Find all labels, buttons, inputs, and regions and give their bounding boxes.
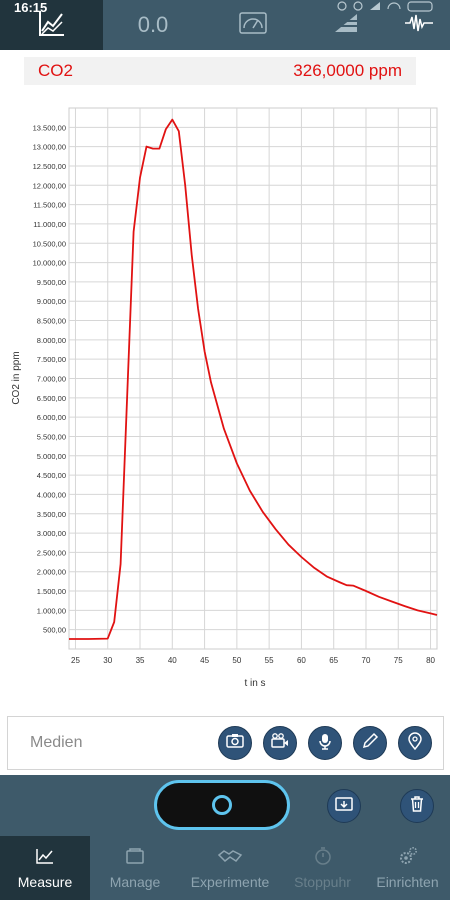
save-to-folder-icon <box>334 795 354 818</box>
y-tick-label: 3.000,00 <box>37 529 66 538</box>
sensor-value: 326,0000 ppm <box>293 61 402 80</box>
stopwatch-icon <box>314 844 332 868</box>
y-tick-label: 11.500,00 <box>33 201 66 210</box>
y-tick-label: 2.000,00 <box>37 568 66 577</box>
video-button[interactable] <box>263 726 297 760</box>
y-tick-label: 9.500,00 <box>37 278 66 287</box>
y-axis-ticks: 500,00 1.000,00 1.500,00 2.000,00 2.500,00 3.… <box>33 123 66 634</box>
y-axis-label: CO2 in ppm <box>11 351 22 404</box>
x-tick-label: 65 <box>329 656 338 665</box>
y-tick-label: 13.000,00 <box>33 143 66 152</box>
y-tick-label: 10.500,00 <box>33 239 66 248</box>
y-tick-label: 11.000,00 <box>33 220 66 229</box>
x-tick-label: 60 <box>297 656 306 665</box>
x-axis-ticks: 25 30 35 40 45 50 55 60 65 70 75 80 <box>71 656 436 665</box>
microphone-button[interactable] <box>308 726 342 760</box>
x-axis-label: t in s <box>244 678 265 689</box>
y-tick-label: 12.500,00 <box>33 162 66 171</box>
tab-meter[interactable] <box>203 0 303 50</box>
x-tick-label: 45 <box>200 656 209 665</box>
sensor-label: CO2 <box>38 61 73 80</box>
media-panel: Medien <box>7 716 444 770</box>
x-tick-label: 70 <box>362 656 371 665</box>
delete-button[interactable] <box>400 789 434 823</box>
camera-icon <box>225 732 245 755</box>
x-tick-label: 25 <box>71 656 80 665</box>
sensor-reading: CO2 326,0000 ppm <box>24 57 416 85</box>
y-tick-label: 5.000,00 <box>37 452 66 461</box>
x-tick-label: 50 <box>232 656 241 665</box>
bottom-navigation: Measure Manage Experimente <box>0 836 450 900</box>
chart-grid <box>68 107 438 650</box>
y-tick-label: 13.500,00 <box>33 123 66 132</box>
y-tick-label: 4.000,00 <box>37 490 66 499</box>
gears-icon <box>398 844 418 868</box>
y-tick-label: 1.500,00 <box>37 587 66 596</box>
camera-button[interactable] <box>218 726 252 760</box>
graph-icon <box>37 8 67 43</box>
microphone-icon <box>316 732 334 755</box>
y-tick-label: 7.500,00 <box>37 355 66 364</box>
video-camera-icon <box>270 732 290 755</box>
gauge-icon <box>238 11 268 40</box>
tab-oscilloscope[interactable] <box>388 0 450 50</box>
co2-line-chart[interactable]: 500,00 1.000,00 1.500,00 2.000,00 2.500,00 3.… <box>0 92 450 702</box>
folder-icon <box>124 844 146 868</box>
top-bar: 16:15 0.0 <box>0 0 450 50</box>
record-panel <box>0 775 450 836</box>
nav-einrichten[interactable]: Einrichten <box>365 836 450 900</box>
waveform-icon <box>404 13 434 38</box>
y-tick-label: 5.500,00 <box>37 432 66 441</box>
nav-experimente[interactable]: Experimente <box>180 836 280 900</box>
digital-value: 0.0 <box>137 12 169 37</box>
y-tick-label: 10.000,00 <box>33 259 66 268</box>
status-icons <box>336 0 436 15</box>
status-time: 16:15 <box>14 0 48 15</box>
location-button[interactable] <box>398 726 432 760</box>
y-tick-label: 3.500,00 <box>37 510 66 519</box>
nav-experimente-label: Experimente <box>190 874 270 890</box>
nav-manage[interactable]: Manage <box>90 836 180 900</box>
tab-graph[interactable] <box>0 0 103 50</box>
chart-icon <box>35 844 55 868</box>
note-button[interactable] <box>353 726 387 760</box>
handshake-icon <box>217 844 243 868</box>
location-pin-icon <box>406 731 424 755</box>
nav-measure[interactable]: Measure <box>0 836 90 900</box>
nav-einrichten-label: Einrichten <box>376 874 439 890</box>
x-tick-label: 30 <box>103 656 112 665</box>
bar-level-icon <box>333 12 359 39</box>
x-tick-label: 35 <box>136 656 145 665</box>
x-tick-label: 40 <box>168 656 177 665</box>
x-tick-label: 80 <box>426 656 435 665</box>
nav-stoppuhr-label: Stoppuhr <box>294 874 351 890</box>
x-tick-label: 75 <box>394 656 403 665</box>
record-button[interactable] <box>154 780 290 830</box>
save-button[interactable] <box>327 789 361 823</box>
x-tick-label: 55 <box>265 656 274 665</box>
y-tick-label: 1.000,00 <box>37 606 66 615</box>
nav-manage-label: Manage <box>109 874 161 890</box>
tab-bars[interactable] <box>303 0 388 50</box>
media-label: Medien <box>30 734 83 751</box>
y-tick-label: 12.000,00 <box>33 181 66 190</box>
y-tick-label: 4.500,00 <box>37 471 66 480</box>
tab-digital[interactable]: 0.0 <box>103 0 203 50</box>
y-tick-label: 8.500,00 <box>37 317 66 326</box>
y-tick-label: 2.500,00 <box>37 548 66 557</box>
record-icon <box>212 795 232 815</box>
y-tick-label: 6.000,00 <box>37 413 66 422</box>
nav-stoppuhr[interactable]: Stoppuhr <box>280 836 365 900</box>
y-tick-label: 7.000,00 <box>37 375 66 384</box>
y-tick-label: 500,00 <box>43 626 66 635</box>
y-tick-label: 8.000,00 <box>37 336 66 345</box>
series-line <box>69 118 438 640</box>
y-tick-label: 9.000,00 <box>37 297 66 306</box>
chart-series <box>69 118 438 640</box>
pencil-icon <box>361 732 379 755</box>
y-tick-label: 6.500,00 <box>37 394 66 403</box>
trash-icon <box>408 795 426 818</box>
nav-measure-label: Measure <box>17 874 73 890</box>
